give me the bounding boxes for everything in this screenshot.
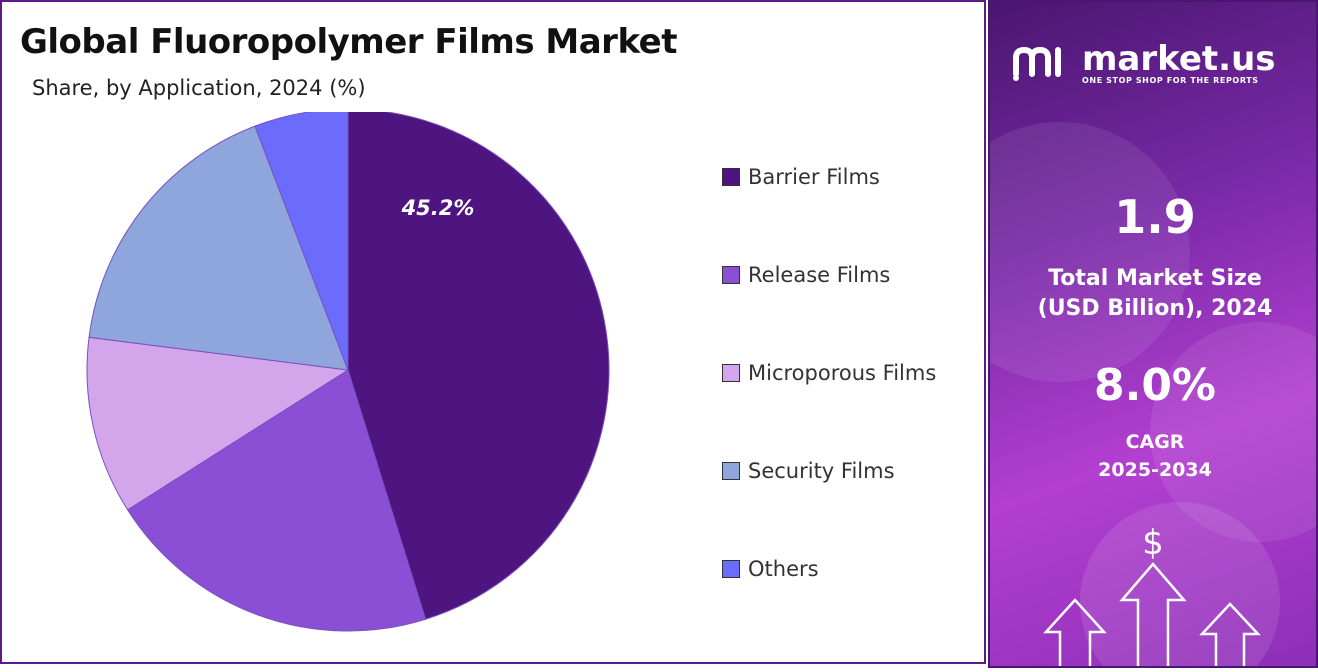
market-size-value: 1.9 (1114, 190, 1196, 244)
cagr-label: CAGR 2025-2034 (990, 428, 1316, 484)
legend-item: Release Films (722, 260, 982, 290)
chart-subtitle: Share, by Application, 2024 (%) (32, 76, 366, 100)
cagr-label-line1: CAGR (1125, 431, 1185, 453)
market-size-label-line2: (USD Billion), 2024 (1037, 296, 1273, 321)
brand-tagline: ONE STOP SHOP FOR THE REPORTS (1082, 76, 1259, 85)
legend-swatch (722, 560, 740, 578)
chart-title: Global Fluoropolymer Films Market (20, 22, 677, 62)
pie-slice-release-films (126, 369, 427, 632)
growth-arrows-icon: $ (1043, 523, 1261, 666)
brand-name: market.us (1082, 39, 1276, 79)
legend-item: Others (722, 554, 982, 584)
legend-label: Barrier Films (748, 165, 880, 189)
pie-slice-barrier-films (347, 112, 610, 620)
pie-slice-others (254, 112, 349, 371)
legend-label: Release Films (748, 263, 891, 287)
legend-label: Security Films (748, 459, 895, 483)
market-size-label-line1: Total Market Size (1048, 266, 1262, 291)
pie-slice-security-films (88, 125, 349, 371)
chart-panel: Global Fluoropolymer Films Market Share,… (0, 0, 986, 664)
market-size-label: Total Market Size (USD Billion), 2024 (990, 264, 1316, 324)
legend-swatch (722, 364, 740, 382)
market-us-logo-icon (1013, 46, 1061, 81)
brand: market.us ONE STOP SHOP FOR THE REPORTS (1010, 42, 1276, 85)
legend-item: Microporous Films (722, 358, 982, 388)
legend-swatch (722, 168, 740, 186)
legend-label: Microporous Films (748, 361, 937, 385)
legend-swatch (722, 462, 740, 480)
dollar-icon: $ (1142, 523, 1164, 563)
legend-item: Security Films (722, 456, 982, 486)
legend-swatch (722, 266, 740, 284)
pie-slice-microporous-films (86, 336, 350, 511)
cagr-value: 8.0% (1093, 360, 1217, 411)
legend-label: Others (748, 557, 819, 581)
pie-chart: 45.2% (86, 112, 610, 632)
legend-item: Barrier Films (722, 162, 982, 192)
cagr-label-line2: 2025-2034 (1098, 459, 1212, 481)
slice-label-barrier-films: 45.2% (401, 196, 475, 220)
summary-sidebar: market.us ONE STOP SHOP FOR THE REPORTS … (988, 0, 1318, 668)
